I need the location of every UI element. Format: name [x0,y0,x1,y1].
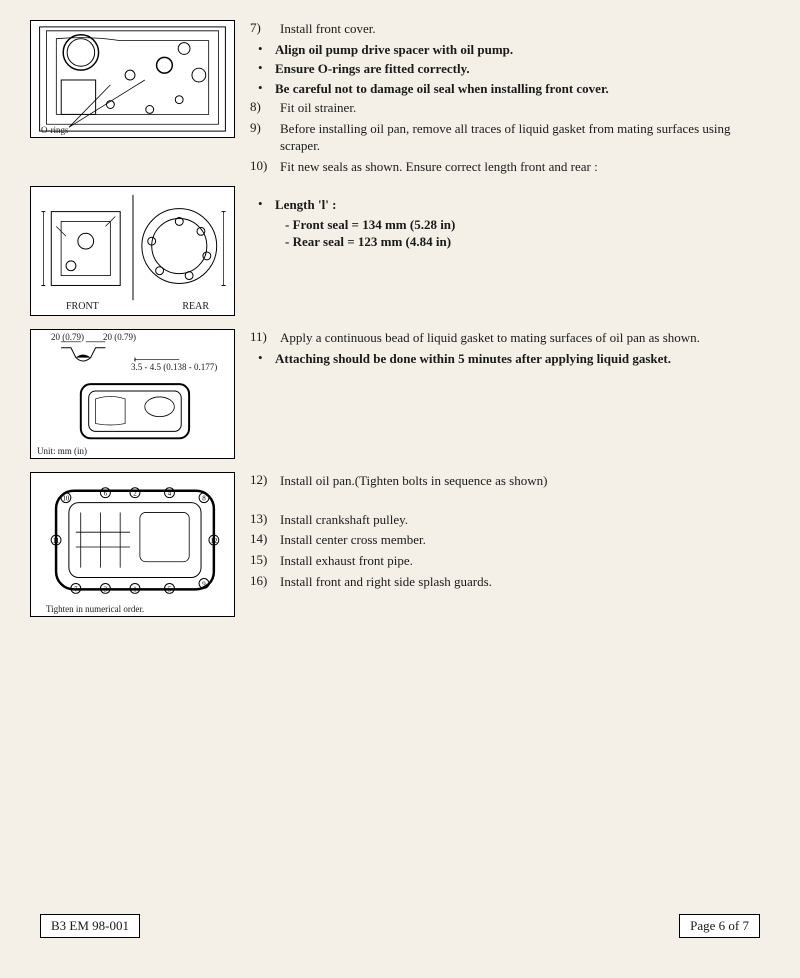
bullet-11-1: • Attaching should be done within 5 minu… [250,350,740,368]
measure-front: - Front seal = 134 mm (5.28 in) [250,216,740,234]
svg-text:12: 12 [210,538,217,545]
svg-text:4: 4 [168,491,172,498]
bullet-7-1: • Align oil pump drive spacer with oil p… [250,41,740,59]
step-16: 16) Install front and right side splash … [250,573,740,591]
step-9: 9) Before installing oil pan, remove all… [250,120,740,155]
label-orings: O-rings [41,125,69,135]
step-8: 8) Fit oil strainer. [250,99,740,117]
bullet-10-heading: • Length 'l' : [250,196,740,214]
label-dim2: 20 (0.79) [103,332,136,342]
step-10: 10) Fit new seals as shown. Ensure corre… [250,158,740,176]
svg-text:10: 10 [62,496,69,503]
label-unit: Unit: mm (in) [37,446,87,456]
svg-text:3: 3 [104,587,108,594]
svg-text:6: 6 [104,491,108,498]
bullet-7-3: • Be careful not to damage oil seal when… [250,80,740,98]
page-content: O-rings 7) Install front cover. • Align … [30,20,770,630]
figure-seals: FRONT REAR [30,186,235,316]
step-15: 15) Install exhaust front pipe. [250,552,740,570]
svg-text:1: 1 [133,587,137,594]
label-dim1: 20 (0.79) [51,332,84,342]
bullet-7-2: • Ensure O-rings are fitted correctly. [250,60,740,78]
step-11: 11) Apply a continuous bead of liquid ga… [250,329,740,347]
svg-text:11: 11 [53,538,60,545]
page-number: Page 6 of 7 [679,914,760,938]
svg-text:8: 8 [202,496,206,503]
svg-text:2: 2 [133,491,137,498]
step-14: 14) Install center cross member. [250,531,740,549]
figure-gasket-bead: 20 (0.79) 20 (0.79) 3.5 - 4.5 (0.138 - 0… [30,329,235,459]
measure-rear: - Rear seal = 123 mm (4.84 in) [250,233,740,251]
svg-text:9: 9 [202,582,206,589]
figure-front-cover: O-rings [30,20,235,138]
figure-bolt-sequence: 10 6 2 4 8 12 9 5 1 3 7 11 Tighten in nu… [30,472,235,617]
step-13: 13) Install crankshaft pulley. [250,511,740,529]
step-7: 7) Install front cover. [250,20,740,38]
svg-text:7: 7 [74,587,78,594]
svg-text:5: 5 [168,587,172,594]
label-rear: REAR [182,301,209,312]
label-dim3: 3.5 - 4.5 (0.138 - 0.177) [131,362,217,372]
doc-id: B3 EM 98-001 [40,914,140,938]
label-front: FRONT [66,301,99,312]
step-12: 12) Install oil pan.(Tighten bolts in se… [250,472,740,490]
figure-caption-tighten: Tighten in numerical order. [46,604,144,614]
page-footer: B3 EM 98-001 Page 6 of 7 [40,914,760,938]
